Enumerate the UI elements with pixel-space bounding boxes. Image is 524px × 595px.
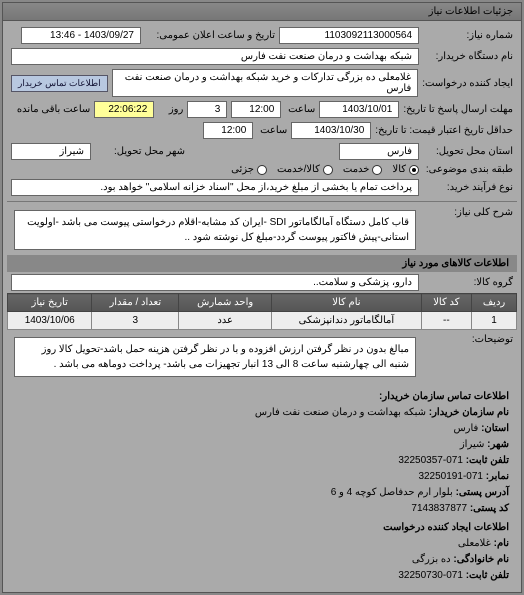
addr-label: آدرس پستی: xyxy=(456,487,509,498)
cell-unit: عدد xyxy=(179,312,272,330)
price-valid-date: 1403/10/30 xyxy=(291,122,371,139)
desc-box: قاب کامل دستگاه آمالگاماتور SDI -ایران ک… xyxy=(14,210,416,250)
radio-icon xyxy=(372,165,382,175)
goods-header: اطلاعات کالاهای مورد نیاز xyxy=(7,255,517,272)
prov-label: استان: xyxy=(481,423,509,434)
addr-value: بلوار ارم حدفاصل کوچه 4 و 6 xyxy=(331,487,453,498)
fax-value: 071-32250191 xyxy=(418,471,483,482)
cell-code: -- xyxy=(421,312,471,330)
col-qty: تعداد / مقدار xyxy=(92,294,179,312)
radio-icon xyxy=(323,165,333,175)
fax-label: نمابر: xyxy=(486,471,509,482)
post-value: 7143837877 xyxy=(411,503,467,514)
org-label: نام سازمان خریدار: xyxy=(429,407,509,418)
prov-value: فارس xyxy=(453,423,478,434)
cname-value: غلامعلی xyxy=(458,538,491,549)
price-valid-time: 12:00 xyxy=(203,122,253,139)
creator-label: ایجاد کننده درخواست: xyxy=(422,78,513,89)
contact-header: اطلاعات تماس سازمان خریدار: xyxy=(15,389,509,405)
pack-radio-group: کالا خدمت کالا/خدمت جزئی xyxy=(231,164,419,175)
col-code: کد کالا xyxy=(421,294,471,312)
price-valid-label: حداقل تاریخ اعتبار قیمت: تا تاریخ: xyxy=(375,125,513,136)
pack-opt-2[interactable]: کالا/خدمت xyxy=(277,164,333,175)
group-value: دارو، پزشکی و سلامت.. xyxy=(11,274,419,291)
details-panel: جزئیات اطلاعات نیاز شماره نیاز: 11030921… xyxy=(2,2,522,593)
cname-label: نام: xyxy=(494,538,509,549)
form-area: شماره نیاز: 1103092113000564 تاریخ و ساع… xyxy=(3,21,521,592)
notes-label: توضیحات: xyxy=(423,334,513,345)
tel-value: 071-32250357 xyxy=(398,455,463,466)
org-value: شبکه بهداشت و درمان صنعت نفت فارس xyxy=(255,407,426,418)
pack-opt-0[interactable]: کالا xyxy=(392,164,419,175)
radio-icon xyxy=(409,165,419,175)
pub-date-label: تاریخ و ساعت اعلان عمومی: xyxy=(145,30,275,41)
creator-header: اطلاعات ایجاد کننده درخواست xyxy=(15,520,509,536)
cell-row: 1 xyxy=(472,312,517,330)
delivery-city-label: شهر محل تحویل: xyxy=(95,146,185,157)
table-header-row: ردیف کد کالا نام کالا واحد شمارش تعداد /… xyxy=(8,294,517,312)
contact-block: اطلاعات تماس سازمان خریدار: نام سازمان خ… xyxy=(7,382,517,588)
contact-buyer-button[interactable]: اطلاعات تماس خریدار xyxy=(11,75,108,92)
pack-opt-1[interactable]: خدمت xyxy=(343,164,383,175)
pack-opt-3[interactable]: جزئی xyxy=(231,164,267,175)
time-label-2: ساعت xyxy=(257,125,287,136)
col-row: ردیف xyxy=(472,294,517,312)
days-label: روز xyxy=(158,104,183,115)
cell-name: آمالگاماتور دندانپزشکی xyxy=(272,312,421,330)
process-label: نوع فرآیند خرید: xyxy=(423,182,513,193)
col-unit: واحد شمارش xyxy=(179,294,272,312)
col-name: نام کالا xyxy=(272,294,421,312)
time-remain: 22:06:22 xyxy=(94,101,154,118)
cell-date: 1403/10/06 xyxy=(8,312,92,330)
cfamily-value: ده بزرگی xyxy=(412,554,451,565)
city-value: شیراز xyxy=(460,439,485,450)
pack-label: طبقه بندی موضوعی: xyxy=(423,164,513,175)
delivery-city: شیراز xyxy=(11,143,91,160)
city-label: شهر: xyxy=(487,439,509,450)
desc-label: شرح کلی نیاز: xyxy=(423,207,513,218)
table-row[interactable]: 1 -- آمالگاماتور دندانپزشکی عدد 3 1403/1… xyxy=(8,312,517,330)
req-no-value: 1103092113000564 xyxy=(279,27,419,44)
delivery-prov-label: استان محل تحویل: xyxy=(423,146,513,157)
buyer-label: نام دستگاه خریدار: xyxy=(423,51,513,62)
goods-table: ردیف کد کالا نام کالا واحد شمارش تعداد /… xyxy=(7,293,517,330)
cfamily-label: نام خانوادگی: xyxy=(453,554,509,565)
process-text: پرداخت تمام یا بخشی از مبلغ خرید،از محل … xyxy=(11,179,419,196)
tel-label: تلفن ثابت: xyxy=(466,455,509,466)
req-no-label: شماره نیاز: xyxy=(423,30,513,41)
radio-icon xyxy=(257,165,267,175)
group-label: گروه کالا: xyxy=(423,277,513,288)
time-label-1: ساعت xyxy=(285,104,315,115)
creator-value: غلامعلی ده بزرگی تدارکات و خرید شبکه بهد… xyxy=(112,69,419,97)
post-label: کد پستی: xyxy=(470,503,509,514)
buyer-value: شبکه بهداشت و درمان صنعت نفت فارس xyxy=(11,48,419,65)
time-remain-label: ساعت باقی مانده xyxy=(17,104,90,115)
col-date: تاریخ نیاز xyxy=(8,294,92,312)
send-deadline-label: مهلت ارسال پاسخ تا تاریخ: xyxy=(403,104,513,115)
notes-box: مبالغ بدون در نظر گرفتن ارزش افزوده و با… xyxy=(14,337,416,377)
pub-date-value: 1403/09/27 - 13:46 xyxy=(21,27,141,44)
send-deadline-date: 1403/10/01 xyxy=(319,101,399,118)
send-deadline-time: 12:00 xyxy=(231,101,281,118)
cell-qty: 3 xyxy=(92,312,179,330)
panel-title: جزئیات اطلاعات نیاز xyxy=(3,3,521,21)
days-remain: 3 xyxy=(187,101,227,118)
delivery-prov: فارس xyxy=(339,143,419,160)
